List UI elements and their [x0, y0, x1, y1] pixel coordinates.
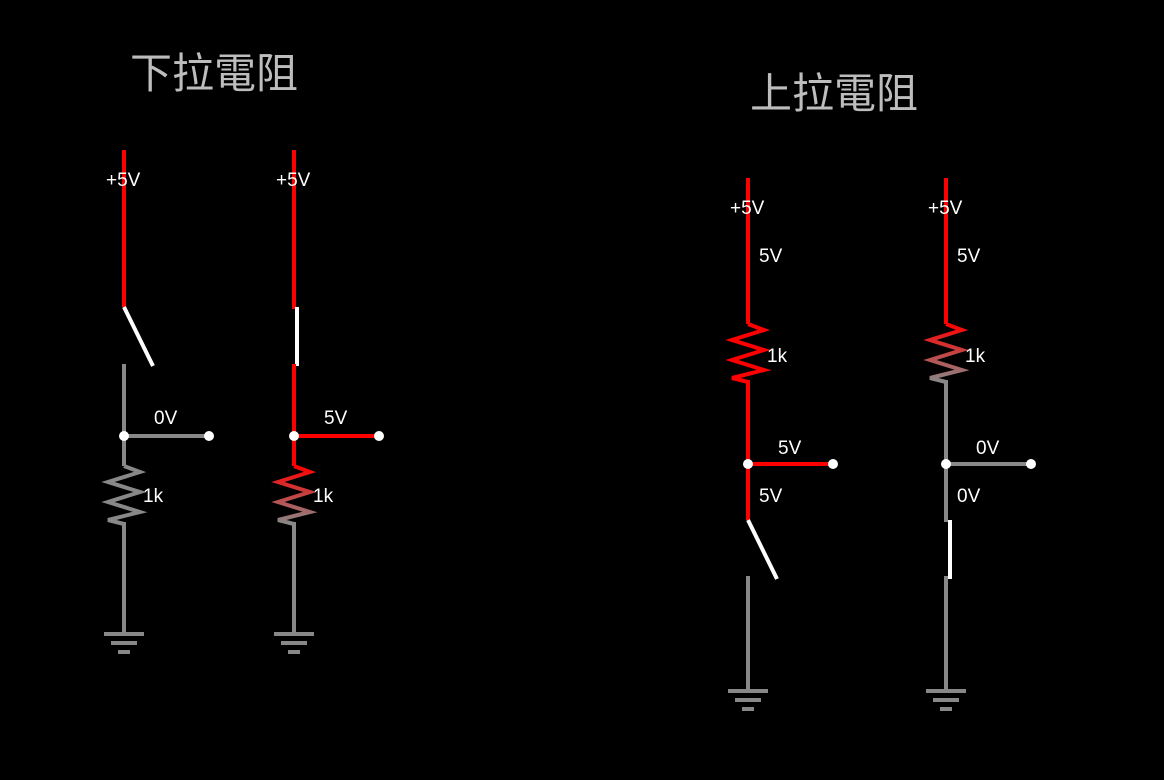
resistor-label: 1k	[313, 486, 334, 507]
pull-up-circuit-closed: +5V 5V 1k 0V 0V	[923, 178, 1036, 711]
pull-down-circuit-open: +5V 0V 1k	[101, 150, 214, 654]
node-voltage-label: 5V	[759, 486, 783, 507]
supply-label: +5V	[730, 198, 765, 219]
output-voltage-label: 5V	[778, 438, 802, 459]
junction-dot	[941, 459, 951, 469]
node-voltage-label: 0V	[957, 486, 981, 507]
switch-open[interactable]	[122, 306, 155, 367]
output-voltage-label: 0V	[976, 438, 1000, 459]
output-terminal[interactable]	[1026, 459, 1036, 469]
junction-dot	[119, 431, 129, 441]
resistor	[271, 464, 318, 526]
output-terminal[interactable]	[204, 431, 214, 441]
resistor-label: 1k	[143, 486, 164, 507]
output-terminal[interactable]	[374, 431, 384, 441]
resistor	[725, 322, 772, 384]
pull-up-title: 上拉電阻	[750, 69, 918, 118]
top-voltage-label: 5V	[957, 246, 981, 267]
pull-down-circuit-closed: +5V 5V 1k	[271, 150, 384, 654]
supply-label: +5V	[276, 170, 311, 191]
output-voltage-label: 5V	[324, 408, 348, 429]
output-voltage-label: 0V	[154, 408, 178, 429]
switch-open[interactable]	[746, 519, 779, 580]
supply-label: +5V	[106, 170, 141, 191]
output-terminal[interactable]	[828, 459, 838, 469]
ground-icon	[104, 632, 144, 654]
ground-icon	[926, 689, 966, 711]
supply-label: +5V	[928, 198, 963, 219]
junction-dot	[743, 459, 753, 469]
resistor-label: 1k	[767, 346, 788, 367]
pull-down-title: 下拉電阻	[130, 49, 298, 98]
resistor-label: 1k	[965, 346, 986, 367]
ground-icon	[274, 632, 314, 654]
resistor	[923, 322, 970, 384]
pull-up-circuit-open: +5V 5V 1k 5V 5V	[725, 178, 838, 711]
top-voltage-label: 5V	[759, 246, 783, 267]
ground-icon	[728, 689, 768, 711]
resistor	[101, 464, 148, 526]
junction-dot	[289, 431, 299, 441]
